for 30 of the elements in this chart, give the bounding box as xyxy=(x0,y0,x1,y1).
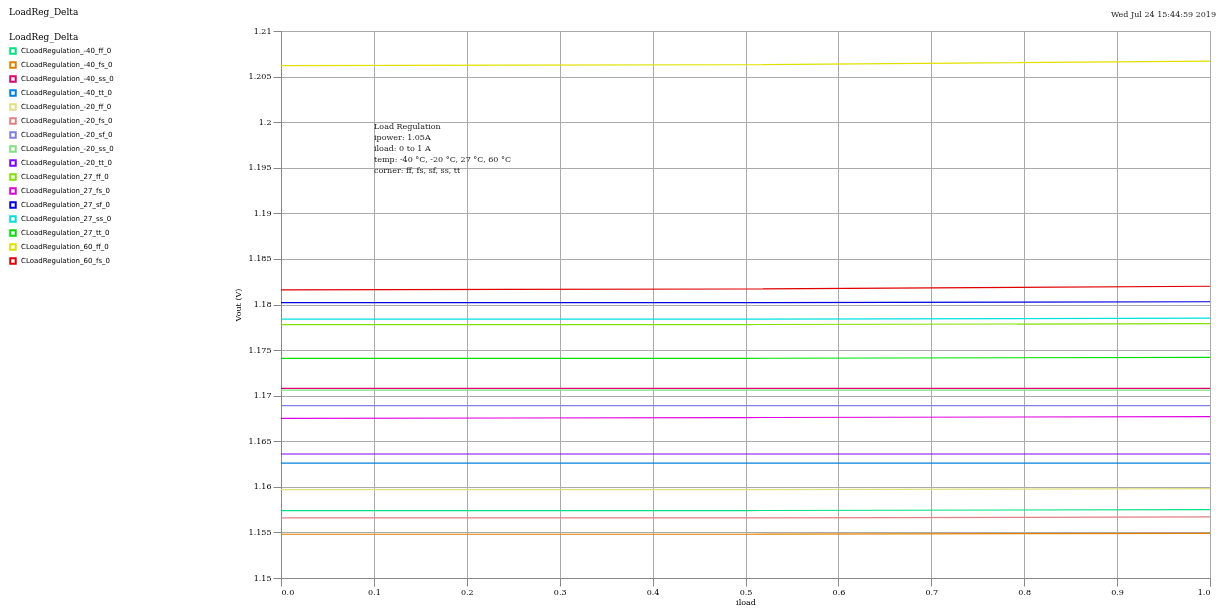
y-tick-label: 1.165 xyxy=(248,436,272,446)
x-tick-label: 0.0 xyxy=(281,587,295,597)
y-tick-label: 1.18 xyxy=(253,300,272,309)
x-tick-label: 0.6 xyxy=(832,587,846,597)
y-tick-label: 1.15 xyxy=(253,573,272,583)
text: Wed Jul 24 15:44:59 2019 xyxy=(1111,10,1216,19)
y-tick-label: 1.16 xyxy=(253,482,272,492)
x-tick-label: 0.7 xyxy=(925,587,939,597)
y-tick-label: 1.195 xyxy=(248,163,272,173)
legend-title: LoadReg_Delta xyxy=(9,32,79,43)
y-tick-label: 1.175 xyxy=(248,345,272,355)
x-tick-label: 0.9 xyxy=(1111,587,1124,597)
y-tick-label: 1.21 xyxy=(253,26,272,36)
y-tick-label: 1.2 xyxy=(258,117,272,127)
y-tick-label: 1.205 xyxy=(248,72,272,82)
y-tick-label: 1.185 xyxy=(248,254,272,264)
x-axis-title: iload xyxy=(736,597,756,607)
x-tick-label: 0.4 xyxy=(646,587,660,597)
y-tick-label: 1.155 xyxy=(248,527,272,537)
annotation: Load Regulation ipower: 1.05A iload: 0 to 1 A temp: -40 °C, -20 °C, 27 °C, 60 °C corner: ff, fs, sf, ss, tt xyxy=(374,122,512,175)
y-tick-label: 1.19 xyxy=(253,208,272,218)
x-tick-label: 0.1 xyxy=(368,587,381,597)
y-axis-title: Vout (V) xyxy=(233,288,243,323)
x-tick-label: 0.2 xyxy=(460,587,474,597)
x-tick-label: 0.5 xyxy=(739,587,753,597)
x-tick-label: 1.0 xyxy=(1197,587,1211,597)
text: LoadReg_Delta xyxy=(9,7,79,18)
y-tick-label: 1.17 xyxy=(253,391,272,401)
x-tick-label: 0.8 xyxy=(1018,587,1032,597)
x-tick-label: 0.3 xyxy=(553,587,567,597)
